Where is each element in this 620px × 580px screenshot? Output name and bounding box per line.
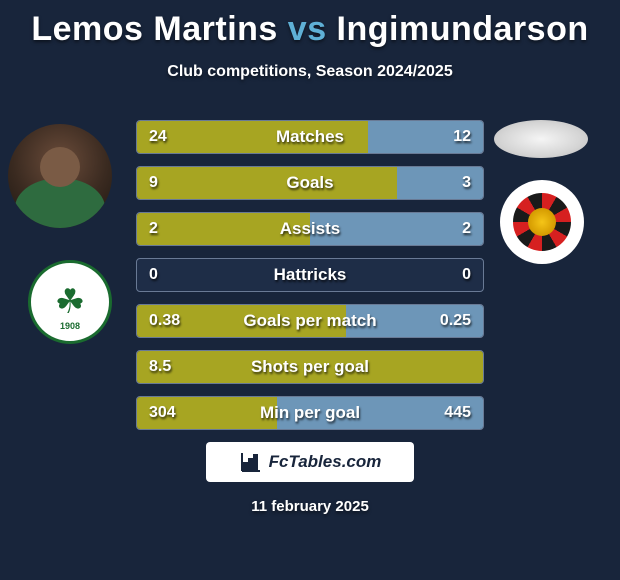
- stat-label: Shots per goal: [137, 357, 483, 377]
- footer-brand: FcTables.com: [206, 442, 414, 482]
- player-right-name: Ingimundarson: [337, 10, 589, 48]
- stat-row: 2412Matches: [136, 120, 484, 154]
- subtitle: Club competitions, Season 2024/2025: [0, 63, 620, 81]
- stat-row: 304445Min per goal: [136, 396, 484, 430]
- stat-label: Matches: [137, 127, 483, 147]
- player-right-avatar: [494, 120, 588, 158]
- club-left-logo: ☘ 1908: [28, 260, 112, 344]
- stat-label: Goals per match: [137, 311, 483, 331]
- club-right-badge-icon: [513, 193, 571, 251]
- footer-brand-text: FcTables.com: [269, 452, 382, 472]
- vs-text: vs: [288, 10, 337, 48]
- stat-row: 93Goals: [136, 166, 484, 200]
- stat-bars: 2412Matches 93Goals 22Assists 00Hattricks 0.…: [136, 120, 484, 442]
- stat-row: 00Hattricks: [136, 258, 484, 292]
- footer-date: 11 february 2025: [0, 498, 620, 515]
- stat-label: Goals: [137, 173, 483, 193]
- page-title: Lemos Martins vs Ingimundarson: [0, 0, 620, 49]
- stat-row: 22Assists: [136, 212, 484, 246]
- stat-label: Min per goal: [137, 403, 483, 423]
- player-left-avatar: [8, 124, 112, 228]
- stat-label: Assists: [137, 219, 483, 239]
- club-right-logo: [500, 180, 584, 264]
- clover-icon: ☘: [55, 282, 85, 322]
- chart-icon: [239, 450, 263, 474]
- stat-label: Hattricks: [137, 265, 483, 285]
- stat-row: 0.380.25Goals per match: [136, 304, 484, 338]
- club-left-year: 1908: [60, 321, 80, 331]
- stat-row: 8.5Shots per goal: [136, 350, 484, 384]
- player-left-name: Lemos Martins: [31, 10, 277, 48]
